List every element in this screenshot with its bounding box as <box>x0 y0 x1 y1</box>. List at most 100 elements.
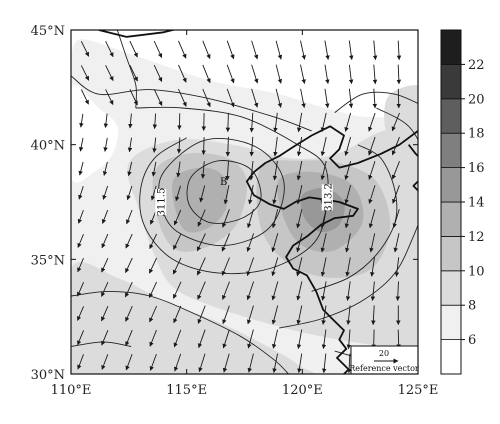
wind-arrow <box>296 257 303 277</box>
lat-tick-label: 30°N <box>31 368 65 383</box>
wind-arrow <box>178 40 187 59</box>
colorbar-bin <box>440 29 462 65</box>
reference-vector-box: 20 Reference vector <box>349 345 419 375</box>
wind-arrow <box>225 160 230 181</box>
colorbar-label: 16 <box>468 161 485 176</box>
wind-arrow <box>344 160 352 181</box>
reference-vector-frame <box>350 345 419 375</box>
lat-tick-label: 45°N <box>31 24 65 39</box>
wind-arrow <box>296 281 303 301</box>
coastline-korea <box>407 144 418 192</box>
wind-arrow <box>369 233 376 253</box>
wind-arrow <box>102 185 109 200</box>
wind-arrow <box>105 89 114 106</box>
wind-arrow <box>152 137 157 153</box>
colorbar-bin <box>440 201 462 237</box>
wind-arrow <box>320 160 327 181</box>
wind-arrow <box>173 329 182 348</box>
colorbar-bin <box>440 304 462 341</box>
wind-arrow <box>129 89 138 106</box>
wind-arrow <box>101 282 109 297</box>
wind-arrow <box>77 234 84 248</box>
wind-arrow <box>320 257 327 277</box>
wind-arrow <box>249 136 254 157</box>
wind-arrow <box>80 65 90 81</box>
wind-arrow <box>300 88 306 109</box>
wind-arrow <box>197 305 206 324</box>
wind-arrow <box>246 305 254 325</box>
wind-arrow <box>202 88 211 108</box>
contour-label: 311.5 <box>155 188 168 216</box>
wind-arrow <box>296 233 303 253</box>
wind-arrow <box>101 306 109 322</box>
wind-arrow <box>223 185 230 205</box>
wind-arrow <box>368 209 376 229</box>
wind-arrow <box>125 329 133 347</box>
wind-arrow <box>344 184 352 205</box>
reference-vector-value: 20 <box>379 349 389 358</box>
wind-arrow <box>321 353 327 374</box>
wind-arrow <box>344 136 352 156</box>
wind-arrow <box>345 257 351 277</box>
wind-arrow <box>346 305 351 325</box>
wind-arrow <box>173 209 182 226</box>
wind-arrow <box>148 257 158 274</box>
wind-arrow <box>201 137 206 155</box>
wind-arrow <box>346 353 352 374</box>
wind-arrow <box>221 257 230 276</box>
wind-arrow <box>222 209 230 228</box>
lon-tick-label: 115°E <box>166 383 207 398</box>
wind-arrow <box>125 233 133 249</box>
wind-arrow <box>348 64 354 85</box>
wind-arrow <box>221 233 230 252</box>
wind-arrow <box>395 281 401 301</box>
wind-arrow <box>126 209 133 225</box>
wind-arrow <box>222 329 230 349</box>
contour-label-text: 313.2 <box>323 183 334 212</box>
wind-arrow <box>125 354 133 371</box>
wind-arrow <box>128 113 133 129</box>
wind-arrow <box>248 185 254 205</box>
wind-arrow <box>199 185 206 203</box>
wind-arrow <box>202 64 211 84</box>
colorbar-label: 22 <box>468 58 485 73</box>
wind-arrow <box>103 113 109 129</box>
contour-label-bg <box>155 189 167 215</box>
wind-arrow <box>271 281 279 301</box>
wind-arrow <box>246 233 255 252</box>
coastline-bohai-north <box>245 125 418 374</box>
wind-arrow <box>391 161 400 180</box>
wind-arrow <box>296 112 303 133</box>
wind-arrow <box>77 306 85 321</box>
contour-north-west <box>71 75 312 132</box>
wind-arrow <box>273 112 278 133</box>
wind-arrow <box>178 64 187 83</box>
wind-arrow <box>200 161 206 179</box>
wind-arrow <box>173 233 182 250</box>
wind-arrow <box>368 185 376 204</box>
wind-arrow <box>275 88 282 108</box>
colorbar-label: 14 <box>468 196 485 211</box>
wind-arrow <box>368 136 376 156</box>
wind-arrow <box>175 185 181 202</box>
wind-arrow <box>272 329 279 349</box>
wind-arrow <box>320 209 327 229</box>
lat-tick-label: 35°N <box>31 253 65 268</box>
wind-arrow <box>124 281 133 298</box>
wind-arrow <box>247 329 254 349</box>
contour-south-1 <box>71 290 289 374</box>
shade-white-west <box>71 84 119 183</box>
wind-arrow <box>103 137 108 152</box>
wind-arrow <box>368 160 376 180</box>
wind-arrow <box>344 209 351 229</box>
wind-arrow <box>78 161 84 176</box>
contour-east-ring-1 <box>334 91 418 113</box>
map-frame <box>70 29 419 375</box>
contour-label: 313.2 <box>321 183 334 212</box>
border-north <box>98 30 177 38</box>
wind-arrow <box>391 112 400 132</box>
axis-layer: 110°E 115°E 120°E 125°E 30°N 35°N 40°N 45°N <box>31 24 439 398</box>
lon-tick-label: 120°E <box>282 383 323 398</box>
wind-arrow <box>251 88 259 108</box>
wind-arrow <box>392 185 400 204</box>
